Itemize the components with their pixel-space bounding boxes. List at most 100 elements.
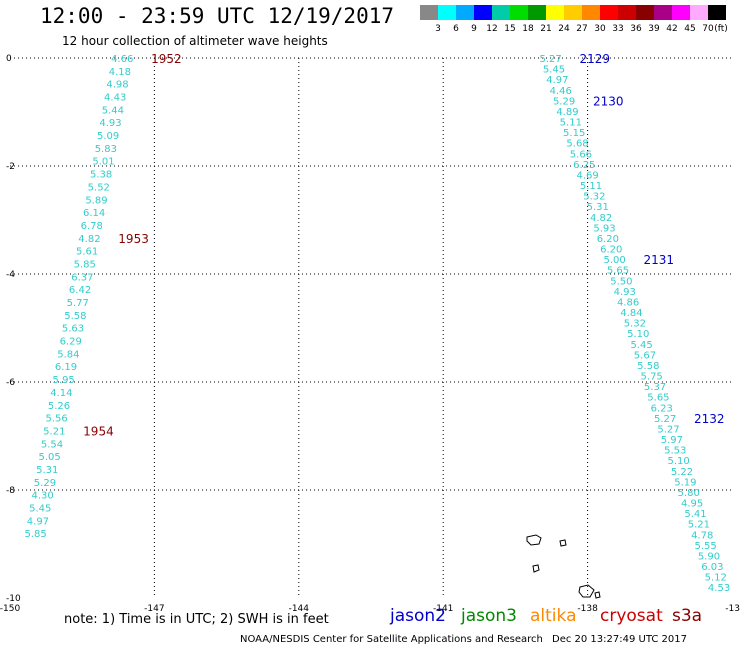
wave-height-value: 6.20 — [597, 234, 619, 245]
colorbar-swatch — [636, 5, 654, 20]
lon-tick-label: -13 — [725, 604, 740, 614]
pass-time-label: 1952 — [151, 52, 182, 66]
wave-height-value: 4.97 — [546, 75, 568, 86]
colorbar-label: 30 — [594, 24, 606, 34]
page-title: 12:00 - 23:59 UTC 12/19/2017 — [40, 4, 395, 28]
wave-height-value: 5.11 — [580, 181, 602, 192]
wave-height-value: 5.31 — [36, 465, 58, 476]
wave-height-value: 5.56 — [46, 414, 68, 425]
wave-height-value: 5.11 — [560, 118, 582, 129]
wave-height-value: 5.38 — [90, 170, 112, 181]
footer-timestamp: Dec 20 13:27:49 UTC 2017 — [552, 634, 687, 645]
lon-tick-label: -138 — [577, 604, 598, 614]
colorbar-label: 3 — [435, 24, 441, 34]
wave-height-value: 6.37 — [71, 272, 93, 283]
lon-tick-label: -150 — [0, 604, 20, 614]
wave-height-value: 5.58 — [64, 311, 86, 322]
wave-height-value: 5.93 — [593, 223, 615, 234]
colorbar-label: 15 — [504, 24, 516, 34]
wave-height-value: 6.78 — [81, 221, 103, 232]
colorbar-swatch — [438, 5, 456, 20]
wave-height-value: 5.65 — [647, 393, 669, 404]
wave-height-value: 5.31 — [587, 202, 609, 213]
wave-height-value: 5.66 — [570, 149, 592, 160]
wave-height-value: 5.41 — [684, 509, 706, 520]
wave-height-value: 4.93 — [614, 287, 636, 298]
colorbar-swatch — [654, 5, 672, 20]
colorbar-swatch — [492, 5, 510, 20]
island-outline — [526, 534, 542, 546]
wave-height-value: 4.82 — [78, 234, 100, 245]
wave-height-value: 5.32 — [583, 192, 605, 203]
wave-height-value: 5.00 — [603, 255, 625, 266]
pass-time-label: 2131 — [643, 253, 674, 267]
colorbar-swatch — [582, 5, 600, 20]
wave-height-value: 6.03 — [701, 562, 723, 573]
pass-time-label: 2129 — [579, 52, 610, 66]
colorbar-label: 42 — [666, 24, 678, 34]
pass-time-label: 1953 — [118, 232, 149, 246]
wave-height-value: 4.46 — [550, 86, 572, 97]
legend-jason2: jason2 — [390, 606, 446, 626]
colorbar-label: 27 — [576, 24, 588, 34]
wave-height-value: 5.65 — [607, 266, 629, 277]
wave-height-value: 5.85 — [24, 529, 46, 540]
wave-height-value: 5.27 — [654, 414, 676, 425]
wave-height-value: 5.21 — [43, 426, 65, 437]
colorbar-swatch — [528, 5, 546, 20]
colorbar-swatch — [618, 5, 636, 20]
wave-height-value: 4.95 — [681, 499, 703, 510]
colorbar-swatch — [510, 5, 528, 20]
pass-time-label: 2132 — [694, 412, 725, 426]
wave-height-value: 4.82 — [590, 213, 612, 224]
wave-height-value: 5.52 — [88, 182, 110, 193]
wave-height-value: 5.37 — [644, 382, 666, 393]
wave-height-value: 5.26 — [48, 401, 70, 412]
colorbar-swatch — [690, 5, 708, 20]
legend-s3a: s3a — [672, 606, 703, 626]
wave-height-value: 5.68 — [566, 139, 588, 150]
wave-height-value: 4.43 — [104, 93, 126, 104]
wave-height-value: 5.84 — [57, 349, 79, 360]
wave-height-value: 5.97 — [661, 435, 683, 446]
wave-height-value: 5.27 — [539, 54, 561, 65]
pass-time-label: 2130 — [593, 94, 624, 108]
colorbar-unit: (ft) — [714, 24, 728, 34]
wave-height-value: 5.27 — [657, 424, 679, 435]
wave-height-value: 4.18 — [109, 67, 131, 78]
island-outline — [532, 564, 540, 573]
wave-height-value: 5.63 — [62, 324, 84, 335]
lat-tick-label: -4 — [6, 270, 15, 280]
wave-height-value: 6.19 — [55, 362, 77, 373]
wave-height-value: 5.44 — [102, 105, 124, 116]
island-outline — [559, 539, 567, 547]
wave-height-value: 5.45 — [29, 504, 51, 515]
colorbar-label: 36 — [630, 24, 642, 34]
wave-height-value: 5.67 — [634, 350, 656, 361]
colorbar-swatch — [420, 5, 438, 20]
wave-height-value: 5.10 — [627, 329, 649, 340]
wave-height-value: 5.95 — [53, 375, 75, 386]
wave-height-value: 5.89 — [85, 195, 107, 206]
wave-height-value: 5.83 — [95, 144, 117, 155]
colorbar-label: 12 — [486, 24, 498, 34]
wave-height-value: 4.53 — [708, 583, 730, 594]
wave-height-value: 5.09 — [97, 131, 119, 142]
wave-height-value: 5.29 — [34, 478, 56, 489]
wave-height-value: 4.69 — [577, 170, 599, 181]
wave-height-value: 5.29 — [553, 96, 575, 107]
wave-height-value: 5.10 — [668, 456, 690, 467]
wave-height-value: 5.50 — [610, 276, 632, 287]
page-subtitle: 12 hour collection of altimeter wave hei… — [62, 34, 328, 48]
lat-tick-label: -8 — [6, 486, 15, 496]
wave-height-value: 6.25 — [573, 160, 595, 171]
wave-height-value: 5.80 — [678, 488, 700, 499]
wave-height-value: 5.45 — [630, 340, 652, 351]
wave-height-value: 5.21 — [688, 520, 710, 531]
wave-height-value: 6.29 — [60, 337, 82, 348]
wave-height-value: 4.86 — [617, 297, 639, 308]
wave-height-value: 4.98 — [106, 80, 128, 91]
colorbar-label: 21 — [540, 24, 552, 34]
footer-credit: NOAA/NESDIS Center for Satellite Applica… — [240, 634, 543, 645]
